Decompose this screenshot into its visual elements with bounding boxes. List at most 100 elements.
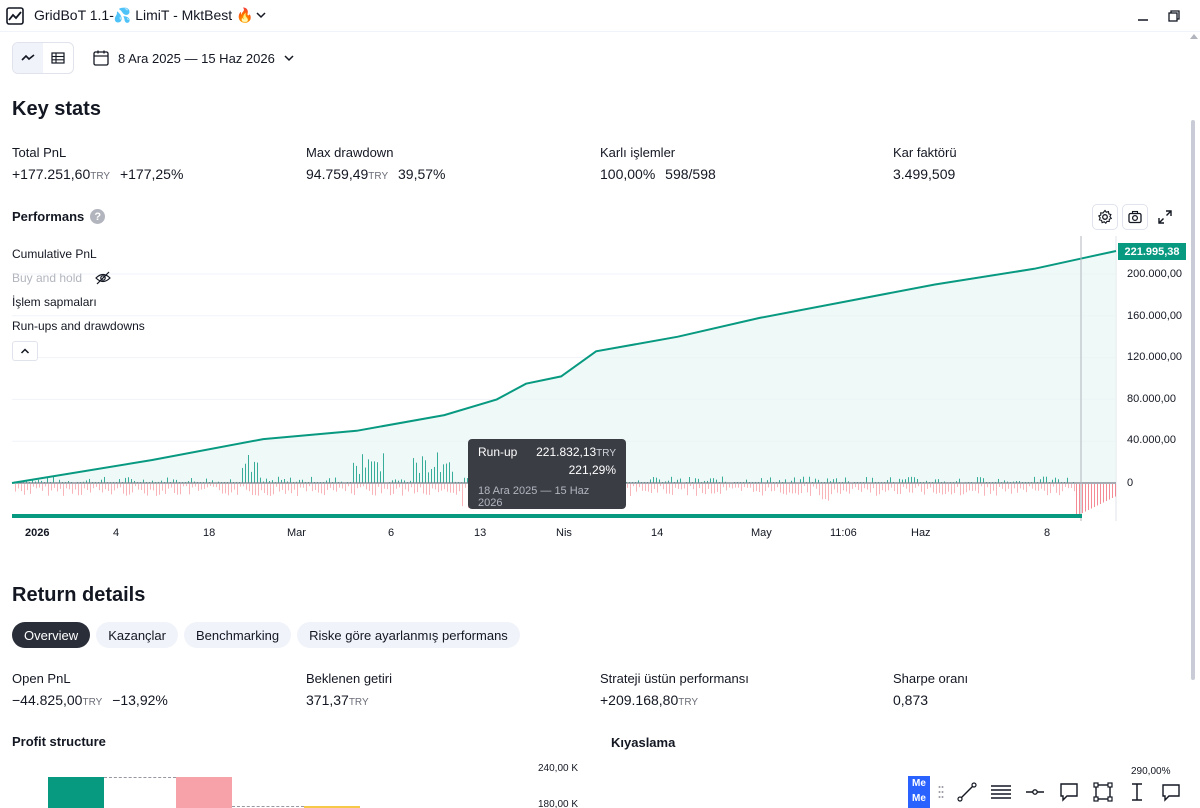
drawdown-bar [978, 484, 979, 494]
chart-view-button[interactable] [13, 43, 43, 73]
runup-bar [254, 461, 255, 483]
drawdown-bar [243, 484, 244, 487]
tab-earnings[interactable]: Kazançlar [96, 622, 178, 648]
eye-hidden-icon[interactable] [94, 271, 112, 285]
drawdown-bar [999, 484, 1000, 487]
minimize-icon[interactable] [1135, 8, 1151, 24]
stat-value: 3.499,509 [893, 166, 956, 182]
runup-bar [794, 477, 795, 483]
drawdown-bar [207, 484, 208, 488]
runup-bar [803, 476, 804, 483]
drawdown-bar [15, 484, 16, 492]
drawdown-bar [657, 484, 658, 493]
horizontal-lines-button[interactable] [984, 776, 1018, 808]
runup-bar [212, 480, 213, 483]
drawdown-bar [450, 484, 451, 493]
drawdown-bar [93, 484, 94, 489]
runup-bar [269, 481, 270, 483]
drawdown-bar [423, 484, 424, 494]
drawdown-bar [858, 484, 859, 490]
runup-bar [446, 463, 447, 483]
horizontal-ray-button[interactable] [1018, 776, 1052, 808]
callout-button[interactable] [1052, 776, 1086, 808]
drawdown-bar [303, 484, 304, 488]
drawdown-bar [648, 484, 649, 492]
drawdown-bar [201, 484, 202, 490]
legend-cumulative-pnl[interactable]: Cumulative PnL [12, 247, 97, 261]
help-icon[interactable]: ? [90, 209, 106, 224]
drawdown-bar [837, 484, 838, 493]
drawdown-bar [801, 484, 802, 494]
tab-benchmarking[interactable]: Benchmarking [184, 622, 292, 648]
runup-bar [944, 481, 945, 483]
runup-bar [704, 480, 705, 483]
legend-buy-and-hold[interactable]: Buy and hold [12, 271, 112, 285]
chart-settings-button[interactable] [1092, 204, 1118, 230]
drawdown-bar [660, 484, 661, 487]
me-badge[interactable]: Me Me [908, 776, 930, 808]
runup-bar [176, 479, 177, 483]
runup-bar [980, 477, 981, 483]
drawdown-bar [330, 484, 331, 488]
drawdown-bar [789, 484, 790, 493]
trend-line-button[interactable] [950, 776, 984, 808]
stat-profit-factor: Kar faktörü 3.499,509 [893, 145, 957, 182]
drawdown-bar [996, 484, 997, 496]
return-details-tabs: Overview Kazançlar Benchmarking Riske gö… [12, 622, 520, 648]
table-view-button[interactable] [43, 43, 73, 73]
drawdown-bar [150, 484, 151, 490]
drawdown-bar [171, 484, 172, 488]
drag-handle[interactable] [932, 776, 950, 808]
stat-value: −44.825,00TRY −13,92% [12, 692, 168, 708]
connector-line [104, 777, 176, 778]
runup-bar [911, 476, 912, 483]
scroll-up-icon[interactable] [1190, 34, 1198, 39]
runup-bar [887, 480, 888, 483]
drawdown-bar [966, 484, 967, 493]
chart-fullscreen-button[interactable] [1152, 204, 1178, 230]
drawdown-bar [168, 484, 169, 489]
drawdown-bar [885, 484, 886, 492]
legend-trade-deviations[interactable]: İşlem sapmaları [12, 295, 97, 309]
runup-bar [83, 481, 84, 483]
runup-bar [653, 477, 654, 483]
runup-bar [830, 481, 831, 483]
outperformance-value: +209.168,80 [600, 692, 679, 708]
drawdown-bar [951, 484, 952, 495]
drawdown-bar [627, 484, 628, 488]
scrollbar-thumb[interactable] [1191, 120, 1195, 680]
drawdown-bar [870, 484, 871, 493]
comment-button[interactable] [1154, 776, 1188, 808]
tooltip-percent: 221,29% [568, 463, 616, 477]
drawdown-bar [198, 484, 199, 491]
date-range-picker[interactable]: 8 Ara 2025 — 15 Haz 2026 [92, 46, 295, 70]
drawdown-bar [315, 484, 316, 490]
text-tool-button[interactable] [1120, 776, 1154, 808]
drawdown-bar [942, 484, 943, 495]
runup-bar [245, 463, 246, 483]
x-tick: 6 [388, 527, 395, 539]
drawdown-bar [411, 484, 412, 488]
drawdown-bar [1029, 484, 1030, 487]
restore-icon[interactable] [1166, 8, 1182, 24]
tab-overview[interactable]: Overview [12, 622, 91, 648]
runup-bar [365, 467, 366, 483]
legend-runups-drawdowns[interactable]: Run-ups and drawdowns [12, 319, 145, 333]
drawdown-bar [75, 484, 76, 490]
drawdown-bar [378, 484, 379, 487]
chart-screenshot-button[interactable] [1122, 204, 1148, 230]
tab-risk-adjusted[interactable]: Riske göre ayarlanmış performans [297, 622, 520, 648]
drawdown-bar [642, 484, 643, 491]
x-tick: Nis [556, 527, 572, 539]
drawdown-bar [714, 484, 715, 494]
drawdown-bar [252, 484, 253, 495]
drawdown-bar [783, 484, 784, 494]
drawdown-bar [729, 484, 730, 488]
rectangle-button[interactable] [1086, 776, 1120, 808]
drawdown-bar [756, 484, 757, 492]
y-tick: 0 [1127, 477, 1134, 489]
legend-collapse-button[interactable] [12, 341, 38, 361]
drawdown-bar [321, 484, 322, 494]
drawdown-bar [264, 484, 265, 494]
chevron-down-icon[interactable] [255, 9, 267, 21]
